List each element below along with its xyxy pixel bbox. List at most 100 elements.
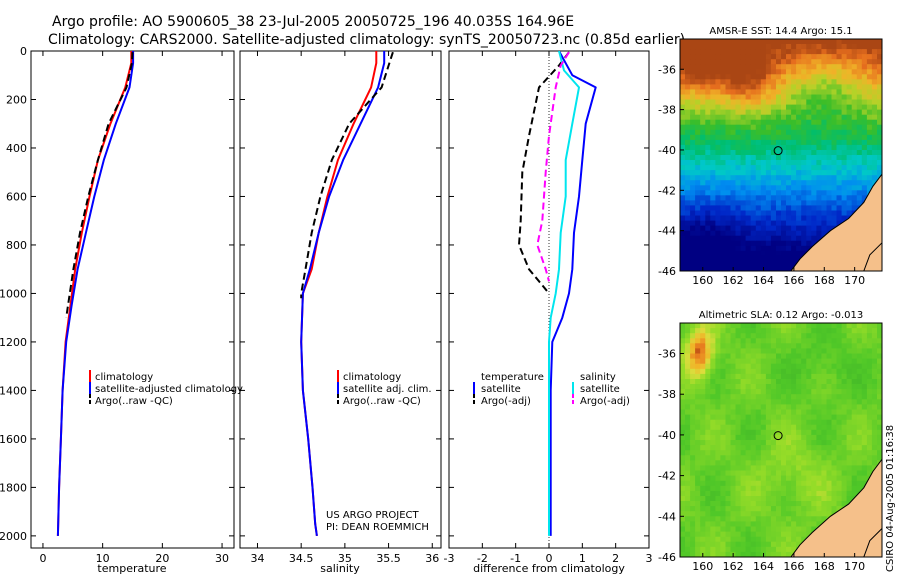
map-cell	[755, 89, 762, 95]
map-cell	[750, 266, 757, 271]
map-cell	[755, 511, 762, 517]
map-cell	[796, 363, 802, 370]
map-cell	[770, 440, 777, 446]
map-cell	[816, 368, 822, 375]
map-cell	[806, 389, 812, 395]
map-cell	[720, 114, 726, 121]
map-cell	[786, 323, 792, 329]
map-cell	[735, 255, 742, 262]
map-cell	[700, 445, 706, 451]
map-cell	[856, 74, 863, 80]
map-cell	[877, 343, 882, 349]
map-cell	[831, 348, 838, 355]
map-cell	[776, 195, 782, 201]
map-cell	[700, 379, 706, 385]
series-line-argo-raw-qc-	[300, 51, 394, 299]
map-cell	[705, 134, 711, 141]
map-cell	[710, 240, 716, 247]
map-cell	[877, 409, 882, 416]
map-cell	[821, 79, 827, 85]
map-cell	[801, 480, 807, 487]
map-cell	[750, 394, 757, 400]
map-cell	[816, 165, 822, 171]
map-cell	[735, 328, 742, 334]
legend-sal-argo-label: Argo(-adj)	[580, 396, 630, 407]
map-cell	[806, 490, 812, 497]
map-cell	[735, 394, 742, 400]
map-cell	[801, 348, 807, 355]
map-cell	[846, 54, 853, 60]
map-cell	[856, 348, 863, 355]
map-cell	[781, 358, 787, 365]
map-cell	[861, 465, 868, 472]
map-cell	[770, 434, 777, 441]
map-cell	[821, 49, 827, 55]
map-cell	[705, 348, 711, 355]
map-cell	[770, 124, 777, 131]
map-cell	[806, 531, 812, 538]
map-cell	[715, 414, 721, 421]
map-cell	[695, 363, 701, 370]
map-cell	[750, 155, 757, 161]
map-cell	[760, 465, 767, 472]
map-cell	[770, 363, 777, 370]
map-cell	[846, 99, 853, 106]
map-cell	[745, 480, 752, 487]
map-cell	[781, 89, 787, 95]
map-cell	[841, 84, 848, 90]
map-cell	[816, 94, 822, 101]
map-cell	[685, 496, 691, 502]
map-cell	[720, 501, 726, 507]
map-cell	[786, 343, 792, 349]
map-cell	[745, 165, 752, 171]
map-cell	[786, 460, 792, 466]
map-cell	[765, 506, 772, 512]
map-cell	[836, 404, 843, 411]
map-cell	[755, 551, 762, 557]
map-cell	[680, 445, 686, 451]
map-cell	[776, 379, 782, 385]
map-cell	[781, 379, 787, 385]
map-cell	[770, 245, 777, 252]
map-cell	[740, 460, 747, 466]
map-cell	[786, 429, 792, 436]
map-cell	[690, 160, 696, 166]
map-cell	[776, 69, 782, 75]
map-cell	[750, 129, 757, 136]
map-cell	[836, 175, 843, 181]
map-cell	[710, 74, 716, 80]
map-cell	[685, 129, 691, 136]
map-cell	[836, 210, 843, 217]
map-cell	[710, 170, 716, 176]
map-cell	[791, 541, 797, 548]
map-cell	[725, 150, 732, 156]
map-cell	[806, 328, 812, 334]
map-cell	[791, 323, 797, 329]
map-cell	[745, 434, 752, 441]
map-cell	[846, 358, 853, 365]
map-cell	[685, 190, 691, 196]
map-cell	[755, 338, 762, 344]
map-cell	[791, 139, 797, 146]
map-cell	[760, 521, 767, 528]
map-cell	[796, 460, 802, 466]
map-cell	[791, 348, 797, 355]
map-cell	[770, 220, 777, 227]
map-cell	[755, 79, 762, 85]
map-cell	[846, 139, 853, 146]
map-cell	[770, 150, 777, 156]
map-cell	[781, 210, 787, 217]
y-tick-label: 1800	[0, 481, 27, 494]
map-cell	[851, 434, 858, 441]
map-cell	[846, 496, 853, 502]
map-cell	[841, 54, 848, 60]
map-cell	[770, 119, 777, 126]
map-cell	[826, 358, 833, 365]
map-cell	[770, 368, 777, 375]
map-cell	[710, 445, 716, 451]
map-cell	[710, 419, 716, 426]
map-cell	[781, 470, 787, 477]
map-cell	[740, 39, 747, 45]
map-cell	[690, 551, 696, 557]
map-cell	[811, 511, 817, 517]
